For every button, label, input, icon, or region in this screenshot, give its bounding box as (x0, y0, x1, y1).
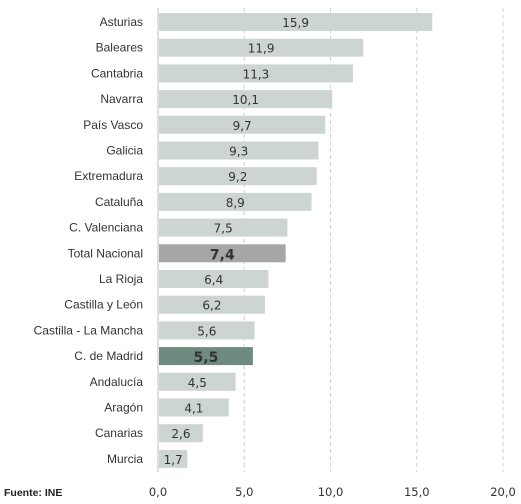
data-label: 1,7 (164, 453, 183, 467)
x-tick-labels: 0,0 5,0 10,0 15,0 20,0 (149, 485, 516, 499)
category-labels: Asturias Baleares Cantabria Navarra País Vas… (34, 15, 144, 466)
x-tick-label: 20,0 (490, 485, 516, 499)
data-label: 6,2 (202, 299, 221, 313)
x-tick-label: 15,0 (404, 485, 430, 499)
category-label: Andalucía (90, 375, 144, 389)
bar (159, 64, 353, 83)
data-label: 6,4 (204, 273, 223, 287)
x-tick-label: 10,0 (318, 485, 344, 499)
category-label: Canarias (95, 426, 143, 440)
bar (159, 347, 253, 366)
category-label: Murcia (107, 452, 143, 466)
category-label: Asturias (100, 15, 143, 29)
category-label: C. Valenciana (69, 221, 143, 235)
category-label: Galicia (106, 144, 143, 158)
bar (159, 218, 288, 237)
data-label: 7,5 (214, 222, 233, 236)
bar (159, 244, 286, 263)
bar (159, 372, 236, 391)
bar (159, 167, 317, 186)
bar (159, 90, 333, 109)
data-label: 9,3 (229, 145, 248, 159)
data-label: 11,3 (243, 67, 270, 81)
data-label: 4,1 (184, 402, 203, 416)
category-label: Total Nacional (68, 246, 143, 260)
data-label: 15,9 (282, 16, 309, 30)
bar (159, 115, 326, 134)
category-label: Baleares (96, 41, 143, 55)
bar (159, 398, 229, 417)
data-label: 7,4 (210, 247, 235, 263)
data-label: 5,5 (194, 350, 219, 366)
gridlines (157, 8, 504, 472)
category-label: C. de Madrid (74, 349, 143, 363)
category-label: Extremadura (74, 169, 143, 183)
source-note: Fuente: INE (4, 487, 63, 499)
category-label: Navarra (100, 92, 143, 106)
category-label: Cataluña (95, 195, 143, 209)
category-label: Cantabria (91, 66, 143, 80)
category-label: Castilla y León (64, 298, 143, 312)
data-label: 11,9 (248, 42, 275, 56)
x-tick-label: 0,0 (149, 485, 167, 499)
category-label: País Vasco (83, 118, 143, 132)
bar (159, 13, 433, 31)
bar (159, 38, 364, 57)
bar (159, 192, 312, 211)
category-label: La Rioja (99, 272, 143, 286)
data-label: 10,1 (232, 93, 259, 107)
bar (159, 449, 188, 468)
data-label: 9,7 (233, 119, 252, 133)
bar (159, 270, 269, 288)
bar (159, 295, 265, 314)
category-label: Castilla - La Mancha (34, 323, 144, 337)
data-label: 2,6 (171, 427, 190, 441)
category-label: Aragón (104, 401, 143, 415)
x-tick-label: 5,0 (235, 485, 253, 499)
value-labels: 15,9 11,9 11,3 10,1 9,7 9,3 9,2 8,9 7,5 7,4 6,4 6,2… (164, 16, 309, 467)
data-label: 9,2 (228, 170, 247, 184)
data-label: 5,6 (197, 324, 216, 338)
data-label: 8,9 (226, 196, 245, 210)
data-label: 4,5 (188, 376, 207, 390)
bar (159, 141, 319, 160)
bar (159, 321, 255, 340)
bar (159, 424, 203, 443)
bars (159, 13, 433, 468)
